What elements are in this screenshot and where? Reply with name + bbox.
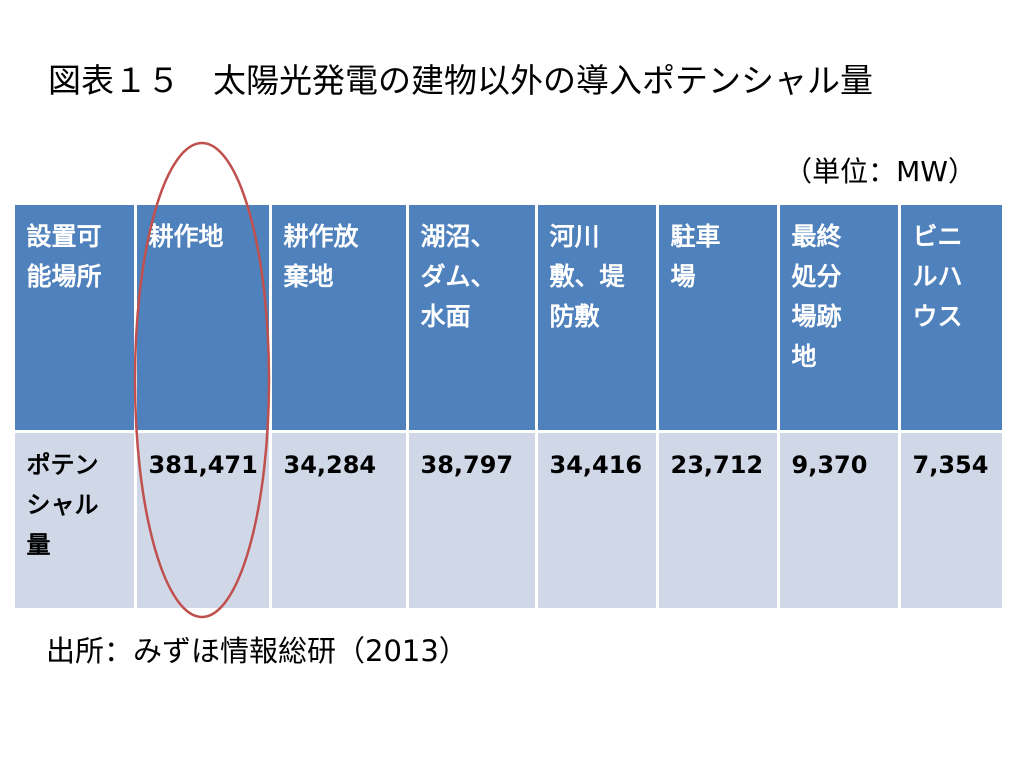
cell-text: ポテン bbox=[26, 451, 99, 479]
header-cell: 耕作放 棄地 bbox=[271, 205, 406, 430]
header-cell: 耕作地 bbox=[136, 205, 269, 430]
cell-text: 河川 bbox=[549, 222, 600, 251]
cell-text: ウス bbox=[912, 302, 963, 331]
header-cell: 河川 敷、堤 防敷 bbox=[537, 205, 656, 430]
header-cell: 設置可 能場所 bbox=[14, 205, 134, 430]
cell-text: 水面 bbox=[420, 302, 471, 331]
cell-text: 場 bbox=[670, 262, 696, 291]
header-cell: 最終 処分 場跡地 bbox=[779, 205, 898, 430]
data-cell: 38,797 bbox=[408, 433, 535, 608]
cell-text: ルハ bbox=[912, 262, 963, 291]
cell-text: 敷、堤 bbox=[549, 262, 625, 291]
header-cell: 湖沼、 ダム、 水面 bbox=[408, 205, 535, 430]
cell-text: シャル bbox=[26, 491, 99, 519]
cell-text: 381,471 bbox=[148, 451, 258, 479]
cell-text: ビニ bbox=[912, 222, 963, 251]
data-cell: 34,416 bbox=[537, 433, 656, 608]
cell-text: 湖沼、 bbox=[420, 222, 496, 251]
cell-text: 能場所 bbox=[26, 262, 102, 291]
cell-text: 34,284 bbox=[283, 451, 377, 479]
cell-text: 処分 bbox=[791, 262, 842, 291]
data-cell: ポテン シャル量 bbox=[14, 433, 134, 608]
cell-text: 地 bbox=[791, 342, 817, 371]
cell-text: 棄地 bbox=[283, 262, 334, 291]
title: 図表１５ 太陽光発電の建物以外の導入ポテンシャル量 bbox=[48, 61, 873, 100]
data-cell: 34,284 bbox=[271, 433, 406, 608]
data-cell: 7,354 bbox=[900, 433, 1002, 608]
data-cell: 9,370 bbox=[779, 433, 898, 608]
cell-text: 量 bbox=[26, 531, 51, 559]
cell-text: ダム、 bbox=[420, 262, 496, 291]
cell-text: 9,370 bbox=[791, 451, 868, 479]
cell-text: 場跡 bbox=[791, 302, 842, 331]
header-cell: 駐車場 bbox=[658, 205, 777, 430]
cell-text: 耕作放 bbox=[283, 222, 359, 251]
cell-text: 23,712 bbox=[670, 451, 764, 479]
unit-label: （単位：MW） bbox=[784, 155, 976, 188]
data-cell: 23,712 bbox=[658, 433, 777, 608]
cell-text: 設置可 bbox=[26, 222, 102, 251]
cell-text: 38,797 bbox=[420, 451, 514, 479]
cell-text: 耕作地 bbox=[148, 222, 224, 251]
data-cell: 381,471 bbox=[136, 433, 269, 608]
cell-text: 7,354 bbox=[912, 451, 989, 479]
cell-text: 駐車 bbox=[670, 222, 721, 251]
source-note: 出所：みずほ情報総研（2013） bbox=[46, 634, 468, 668]
cell-text: 34,416 bbox=[549, 451, 643, 479]
header-cell: ビニ ルハ ウス bbox=[900, 205, 1002, 430]
cell-text: 防敷 bbox=[549, 302, 600, 331]
cell-text: 最終 bbox=[791, 222, 842, 251]
